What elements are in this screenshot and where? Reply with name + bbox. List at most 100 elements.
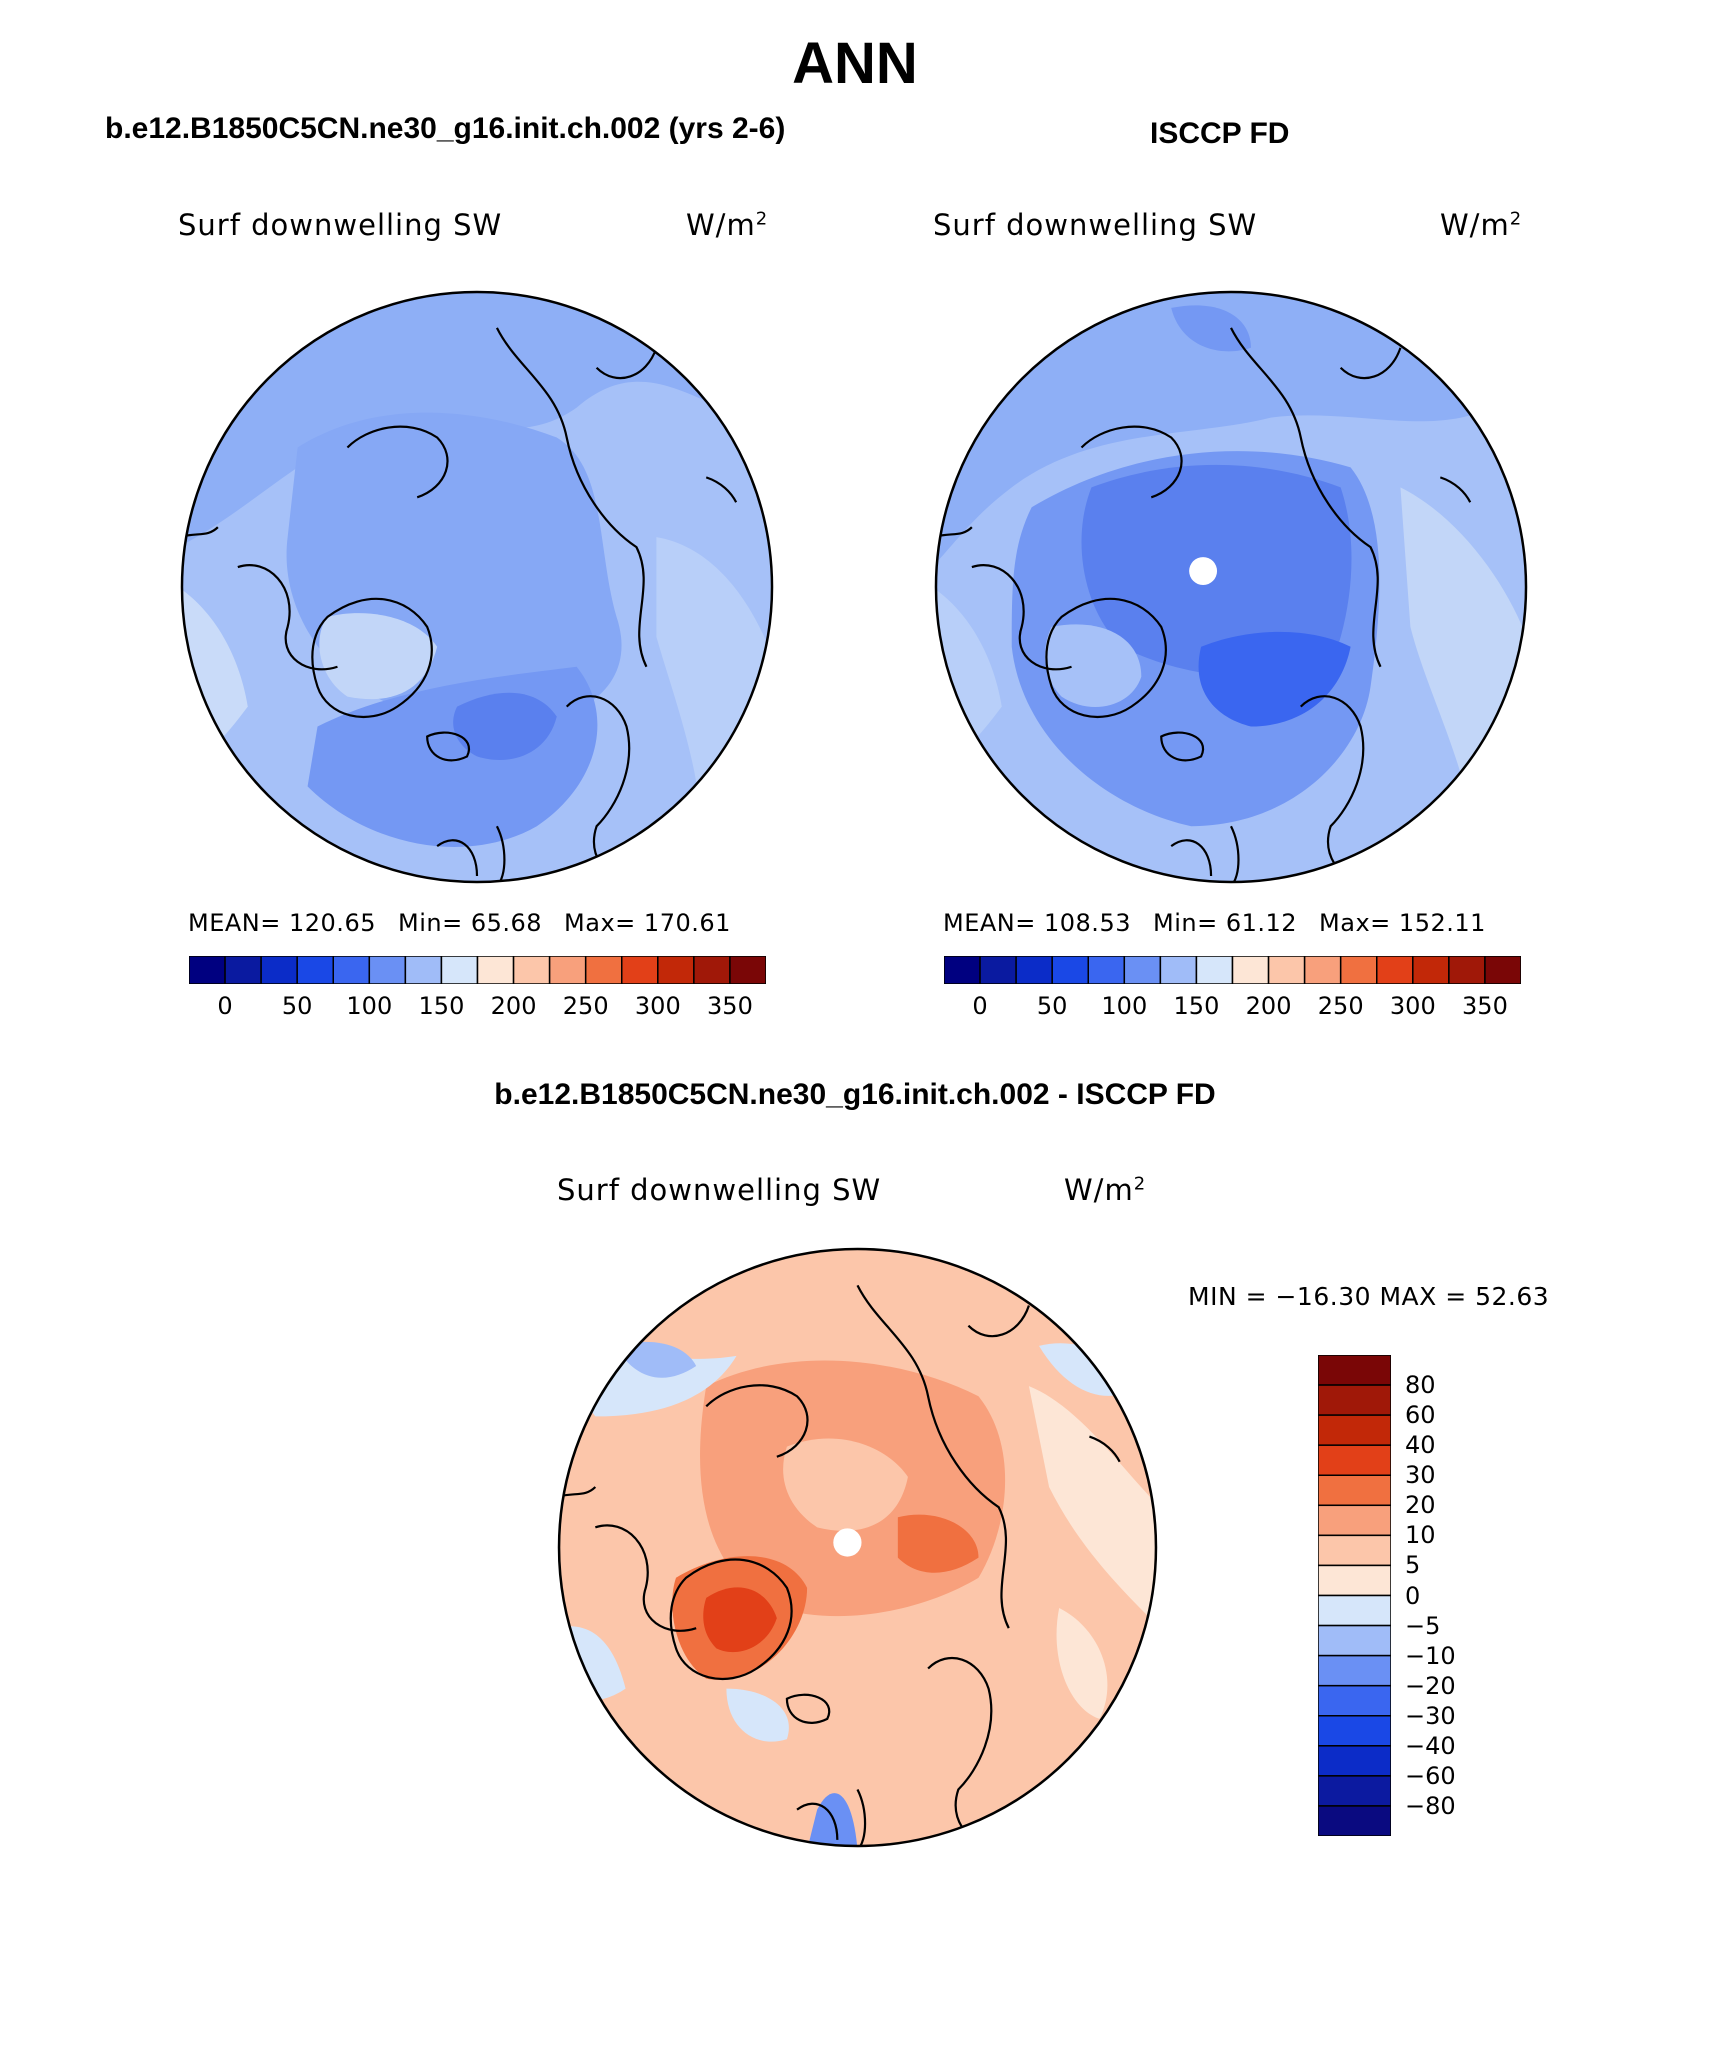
colorbar-tick-label: 350 [707,992,753,1020]
model-panel-title: b.e12.B1850C5CN.ne30_g16.init.ch.002 (yr… [105,112,786,145]
colorbar-tick-label: 0 [1405,1581,1421,1610]
colorbar-swatch [512,956,551,984]
diff-polar-map [557,1247,1158,1848]
colorbar-swatch [1318,1384,1391,1416]
colorbar-swatch [1318,1624,1391,1657]
colorbar-tick-label: 10 [1405,1521,1436,1550]
colorbar-swatch [404,956,443,984]
diff-colorbar-labels: 80 60 40 30 20 10 5 0 −5 −10 −20 −30 −40 −60 −80 [1405,1355,1485,1836]
colorbar-swatch [1195,956,1234,984]
diff-units-label: W/m2 [1064,1173,1147,1207]
model-variable-label: Surf downwelling SW [178,208,503,242]
colorbar-tick-label: 200 [490,992,537,1020]
colorbar-swatch [1123,956,1162,984]
colorbar-swatch [1318,1775,1391,1807]
colorbar-tick-label: 0 [217,992,233,1020]
obs-panel-title: ISCCP FD [1150,117,1290,150]
colorbar-swatch [1318,1444,1391,1476]
colorbar-swatch [1159,956,1198,984]
colorbar-tick-label: 300 [634,992,681,1020]
obs-units-label: W/m2 [1440,208,1523,242]
obs-stats: MEAN= 108.53 Min= 61.12 Max= 152.11 [943,909,1486,937]
colorbar-tick-label: 50 [281,992,313,1020]
obs-polar-map [934,290,1528,884]
colorbar-swatch [189,956,226,984]
colorbar-tick-label: −10 [1405,1641,1456,1670]
colorbar-swatch [1318,1805,1391,1836]
colorbar-tick-label: −40 [1405,1731,1456,1760]
colorbar-swatch [657,956,695,984]
colorbar-swatch [979,956,1017,984]
colorbar-tick-label: −20 [1405,1671,1456,1700]
colorbar-tick-label: 300 [1389,992,1436,1020]
colorbar-tick-label: −80 [1405,1791,1456,1820]
colorbar-swatch [224,956,262,984]
colorbar-swatch [1231,956,1270,984]
colorbar-swatch [332,956,371,984]
obs-colorbar [944,956,1521,984]
colorbar-swatch [1267,956,1306,984]
diff-panel-title: b.e12.B1850C5CN.ne30_g16.init.ch.002 - I… [494,1078,1216,1111]
colorbar-tick-label: 350 [1462,992,1508,1020]
colorbar-tick-label: −30 [1405,1701,1456,1730]
colorbar-swatch [1318,1745,1391,1777]
model-stats: MEAN= 120.65 Min= 65.68 Max= 170.61 [188,909,731,937]
colorbar-tick-label: 20 [1405,1491,1436,1520]
colorbar-swatch [1087,956,1126,984]
colorbar-tick-label: 250 [1317,992,1364,1020]
model-colorbar-labels: 0 50 100 150 200 250 300 350 [189,992,766,1022]
colorbar-swatch [548,956,587,984]
colorbar-tick-label: 250 [562,992,609,1020]
colorbar-tick-label: 100 [1101,992,1148,1020]
colorbar-swatch [476,956,515,984]
colorbar-swatch [1051,956,1089,984]
colorbar-swatch [1318,1594,1391,1627]
colorbar-swatch [729,956,766,984]
colorbar-swatch [1318,1534,1391,1567]
colorbar-swatch [1412,956,1450,984]
obs-variable-label: Surf downwelling SW [933,208,1258,242]
colorbar-swatch [584,956,623,984]
diff-variable-label: Surf downwelling SW [557,1173,882,1207]
colorbar-swatch [440,956,479,984]
colorbar-swatch [1318,1715,1391,1747]
colorbar-tick-label: 0 [972,992,988,1020]
colorbar-swatch [693,956,731,984]
colorbar-swatch [1318,1474,1391,1507]
colorbar-swatch [1339,956,1378,984]
colorbar-tick-label: 5 [1405,1551,1421,1580]
model-colorbar [189,956,766,984]
colorbar-swatch [1318,1654,1391,1687]
colorbar-swatch [1318,1414,1391,1446]
colorbar-tick-label: 150 [1173,992,1220,1020]
colorbar-swatch [296,956,334,984]
model-polar-map [180,290,774,884]
colorbar-swatch [1318,1355,1391,1386]
colorbar-swatch [944,956,981,984]
obs-colorbar-labels: 0 50 100 150 200 250 300 350 [944,992,1521,1022]
colorbar-swatch [1303,956,1342,984]
colorbar-tick-label: 50 [1036,992,1068,1020]
colorbar-swatch [260,956,298,984]
model-units-label: W/m2 [686,208,769,242]
colorbar-tick-label: −60 [1405,1761,1456,1790]
diff-colorbar [1318,1355,1391,1836]
colorbar-swatch [1318,1684,1391,1717]
page-title: ANN [792,31,918,96]
colorbar-tick-label: −5 [1405,1611,1441,1640]
colorbar-tick-label: 60 [1405,1401,1436,1430]
colorbar-tick-label: 200 [1245,992,1292,1020]
colorbar-tick-label: 80 [1405,1371,1436,1400]
colorbar-tick-label: 30 [1405,1461,1436,1490]
diff-minmax: MIN = −16.30 MAX = 52.63 [1188,1282,1550,1311]
colorbar-tick-label: 100 [346,992,393,1020]
colorbar-tick-label: 150 [418,992,465,1020]
colorbar-swatch [1015,956,1053,984]
colorbar-swatch [368,956,407,984]
colorbar-swatch [1318,1564,1391,1597]
colorbar-swatch [621,956,659,984]
colorbar-swatch [1318,1504,1391,1537]
colorbar-tick-label: 40 [1405,1431,1436,1460]
colorbar-swatch [1376,956,1414,984]
colorbar-swatch [1448,956,1486,984]
